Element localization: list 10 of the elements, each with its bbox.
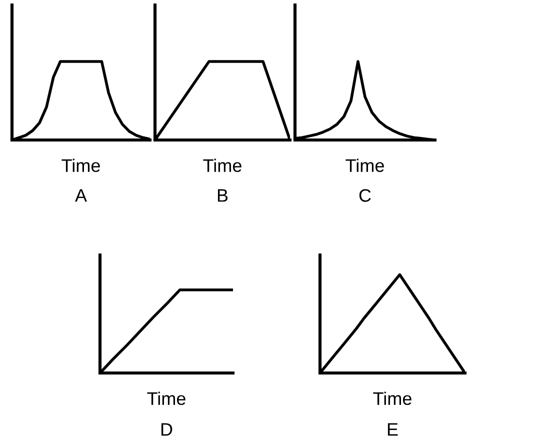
- x-axis-title: Time: [346, 158, 384, 172]
- text: B: [218, 189, 228, 202]
- text: A: [75, 189, 87, 202]
- text: D: [161, 423, 172, 436]
- text: C: [359, 189, 371, 202]
- x-axis-title: Time: [203, 158, 242, 172]
- x-axis-title: Time: [373, 392, 412, 406]
- x-axis-title: Time: [147, 392, 186, 406]
- x-axis-title: Time: [62, 158, 100, 172]
- text: E: [388, 423, 398, 436]
